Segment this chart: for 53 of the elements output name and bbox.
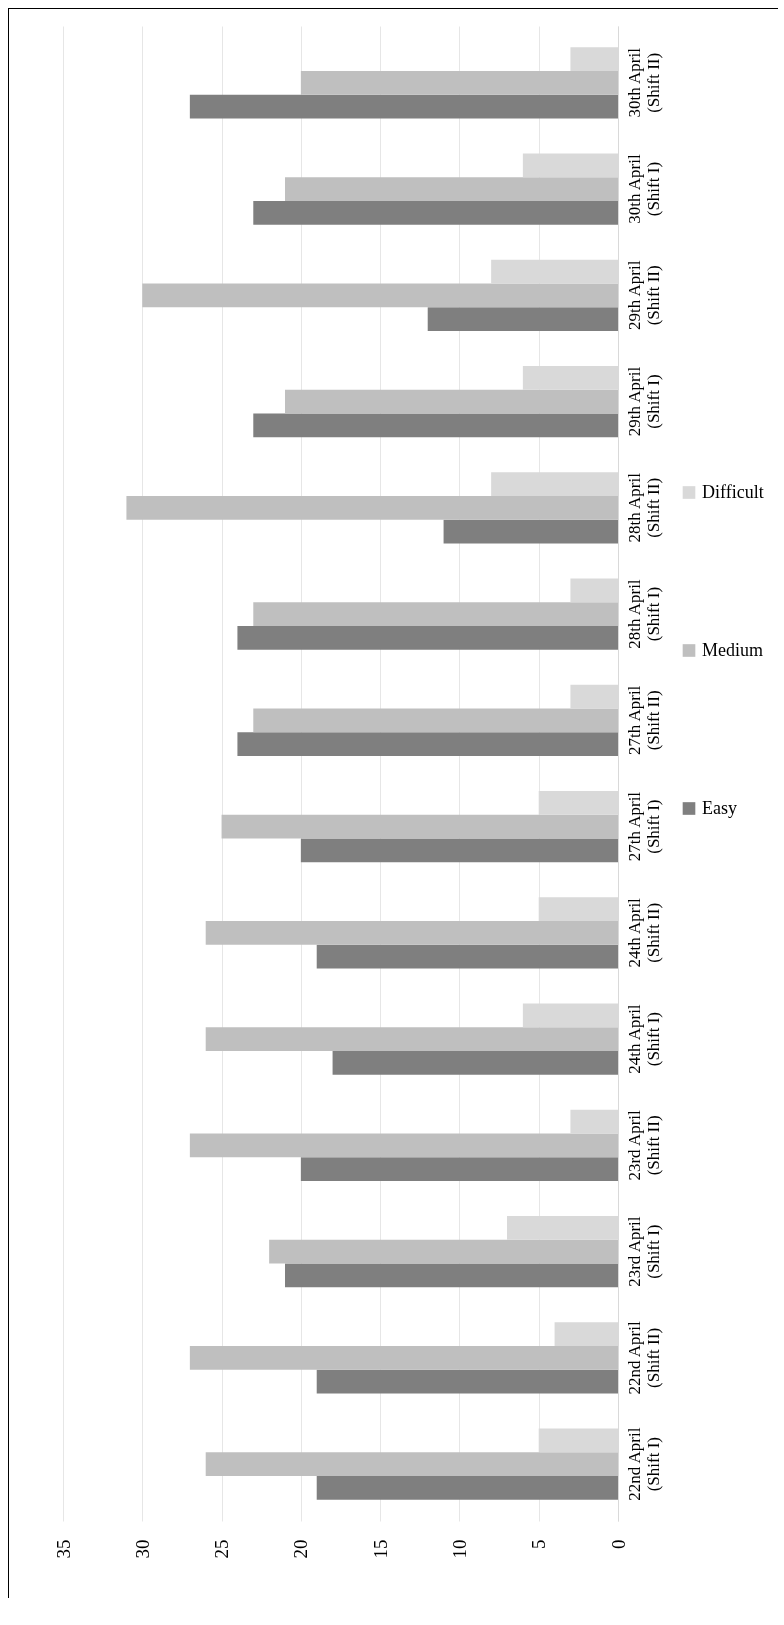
bar [205,1452,618,1477]
bar [300,1157,618,1181]
y-tick-label: 29th April (Shift I) [624,366,663,437]
x-tick-label: 25 [211,1539,233,1559]
bar [285,177,618,201]
bar [189,1133,618,1158]
bar [316,1476,618,1500]
x-tick-label: 10 [448,1539,470,1559]
bar [427,307,618,331]
legend-label: Easy [702,797,737,818]
bar [189,94,618,119]
bar [316,1369,618,1394]
bar [316,944,618,969]
x-tick-label: 5 [528,1539,550,1549]
y-tick-label: 23rd April (Shift I) [624,1216,663,1287]
bar [253,708,618,733]
y-tick-label: 30th April (Shift II) [624,47,663,118]
bar [300,838,618,863]
bar [285,389,618,414]
bar [237,732,618,756]
x-tick-label: 30 [131,1539,153,1559]
y-tick-label: 28th April (Shift I) [624,579,663,649]
y-tick-label: 23rd April (Shift II) [624,1109,663,1181]
legend-label: Medium [702,639,763,660]
bar [253,200,618,225]
bar [332,1051,618,1075]
bar [443,519,618,544]
y-tick-label: 27th April (Shift II) [624,685,663,756]
bar [269,1239,618,1264]
y-tick-label: 22nd April (Shift I) [624,1427,663,1501]
y-tick-label: 28th April (Shift II) [624,472,663,543]
x-tick-label: 35 [52,1539,74,1559]
bar [285,1263,618,1288]
y-tick-label: 27th April (Shift I) [624,791,663,862]
y-tick-label: 22nd April (Shift II) [624,1321,663,1395]
bar [237,625,618,650]
bar [142,283,618,308]
x-tick-label: 20 [290,1539,312,1559]
bar [221,814,618,839]
bar [253,413,618,438]
y-tick-label: 24th April (Shift I) [624,1004,663,1074]
bar [205,921,618,945]
y-tick-label: 29th April (Shift II) [624,260,663,331]
x-tick-label: 0 [607,1539,629,1549]
x-tick-label: 15 [369,1539,391,1559]
bar [300,70,618,95]
legend-label: Difficult [702,481,764,502]
y-tick-label: 30th April (Shift I) [624,154,663,224]
bar [253,602,618,626]
bar [189,1346,618,1370]
y-tick-label: 24th April (Shift II) [624,897,663,968]
bar [205,1027,618,1051]
bar [126,496,618,520]
